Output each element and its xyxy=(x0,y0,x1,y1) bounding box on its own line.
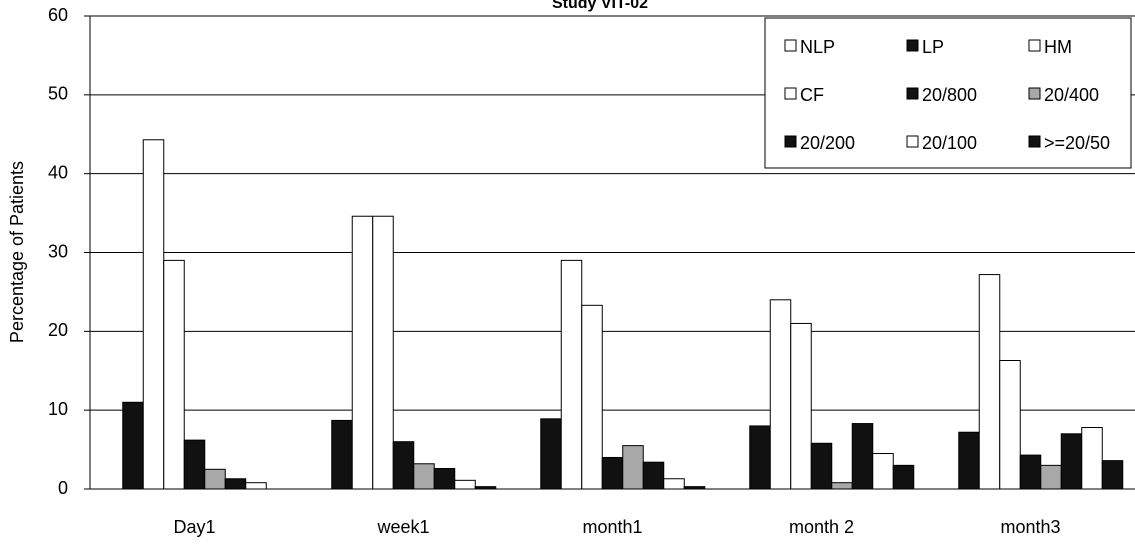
legend-label: >=20/50 xyxy=(1044,133,1110,153)
bar xyxy=(978,274,1001,490)
legend-swatch xyxy=(784,39,797,52)
bar xyxy=(122,401,144,490)
bar xyxy=(999,360,1021,490)
legend-label: HM xyxy=(1044,37,1072,57)
x-tick-label: month 2 xyxy=(789,517,854,537)
legend-swatch xyxy=(784,87,797,100)
bar xyxy=(1040,464,1062,490)
chart-title: Study VIT-02 xyxy=(552,0,648,12)
bar xyxy=(1081,427,1103,490)
y-axis-label: Percentage of Patients xyxy=(7,161,27,343)
x-tick-label: month3 xyxy=(1000,517,1060,537)
y-tick-label: 50 xyxy=(48,84,68,104)
y-tick-label: 0 xyxy=(58,478,68,498)
bar xyxy=(872,453,894,490)
legend-swatch xyxy=(906,39,919,52)
bar xyxy=(372,215,394,490)
bar xyxy=(474,486,497,490)
bar xyxy=(1060,433,1083,490)
bar xyxy=(622,445,644,490)
legend-swatch xyxy=(906,135,919,148)
bar xyxy=(769,299,792,490)
bar xyxy=(331,419,353,490)
bar xyxy=(851,423,874,490)
y-tick-label: 60 xyxy=(48,5,68,25)
legend-label: 20/200 xyxy=(800,133,855,153)
bar xyxy=(351,215,374,490)
bar xyxy=(642,461,665,490)
bar xyxy=(601,456,624,490)
bar xyxy=(810,442,833,490)
bar xyxy=(749,425,771,490)
legend-label: NLP xyxy=(800,37,835,57)
legend-swatch xyxy=(1028,135,1041,148)
bar xyxy=(142,139,165,490)
bar xyxy=(560,259,583,490)
bar xyxy=(454,479,476,490)
bar xyxy=(224,478,247,490)
x-tick-label: month1 xyxy=(582,517,642,537)
legend-swatch xyxy=(1028,87,1041,100)
bar xyxy=(413,463,435,490)
legend-box xyxy=(764,17,1132,169)
legend-swatch xyxy=(906,87,919,100)
y-tick-label: 20 xyxy=(48,320,68,340)
bar xyxy=(245,482,267,490)
y-tick-label: 10 xyxy=(48,399,68,419)
bar xyxy=(790,322,812,490)
legend-label: 20/100 xyxy=(922,133,977,153)
bar xyxy=(1019,454,1042,490)
legend-label: CF xyxy=(800,85,824,105)
bar xyxy=(581,304,603,490)
x-tick-label: Day1 xyxy=(173,517,215,537)
bar xyxy=(392,441,415,490)
legend-swatch xyxy=(1028,39,1041,52)
y-tick-label: 40 xyxy=(48,162,68,182)
y-tick-label: 30 xyxy=(48,241,68,261)
bar xyxy=(433,468,456,490)
bar xyxy=(958,431,980,490)
bar xyxy=(1101,460,1124,490)
bar xyxy=(831,482,853,490)
x-tick-label: week1 xyxy=(376,517,429,537)
bar xyxy=(204,468,226,490)
bar xyxy=(163,259,185,490)
bar xyxy=(683,486,706,490)
legend-label: 20/800 xyxy=(922,85,977,105)
legend-label: LP xyxy=(922,37,944,57)
legend-swatch xyxy=(784,135,797,148)
legend-label: 20/400 xyxy=(1044,85,1099,105)
bar xyxy=(183,439,206,490)
bar xyxy=(892,464,915,490)
bar xyxy=(540,418,562,490)
bar xyxy=(663,478,685,490)
